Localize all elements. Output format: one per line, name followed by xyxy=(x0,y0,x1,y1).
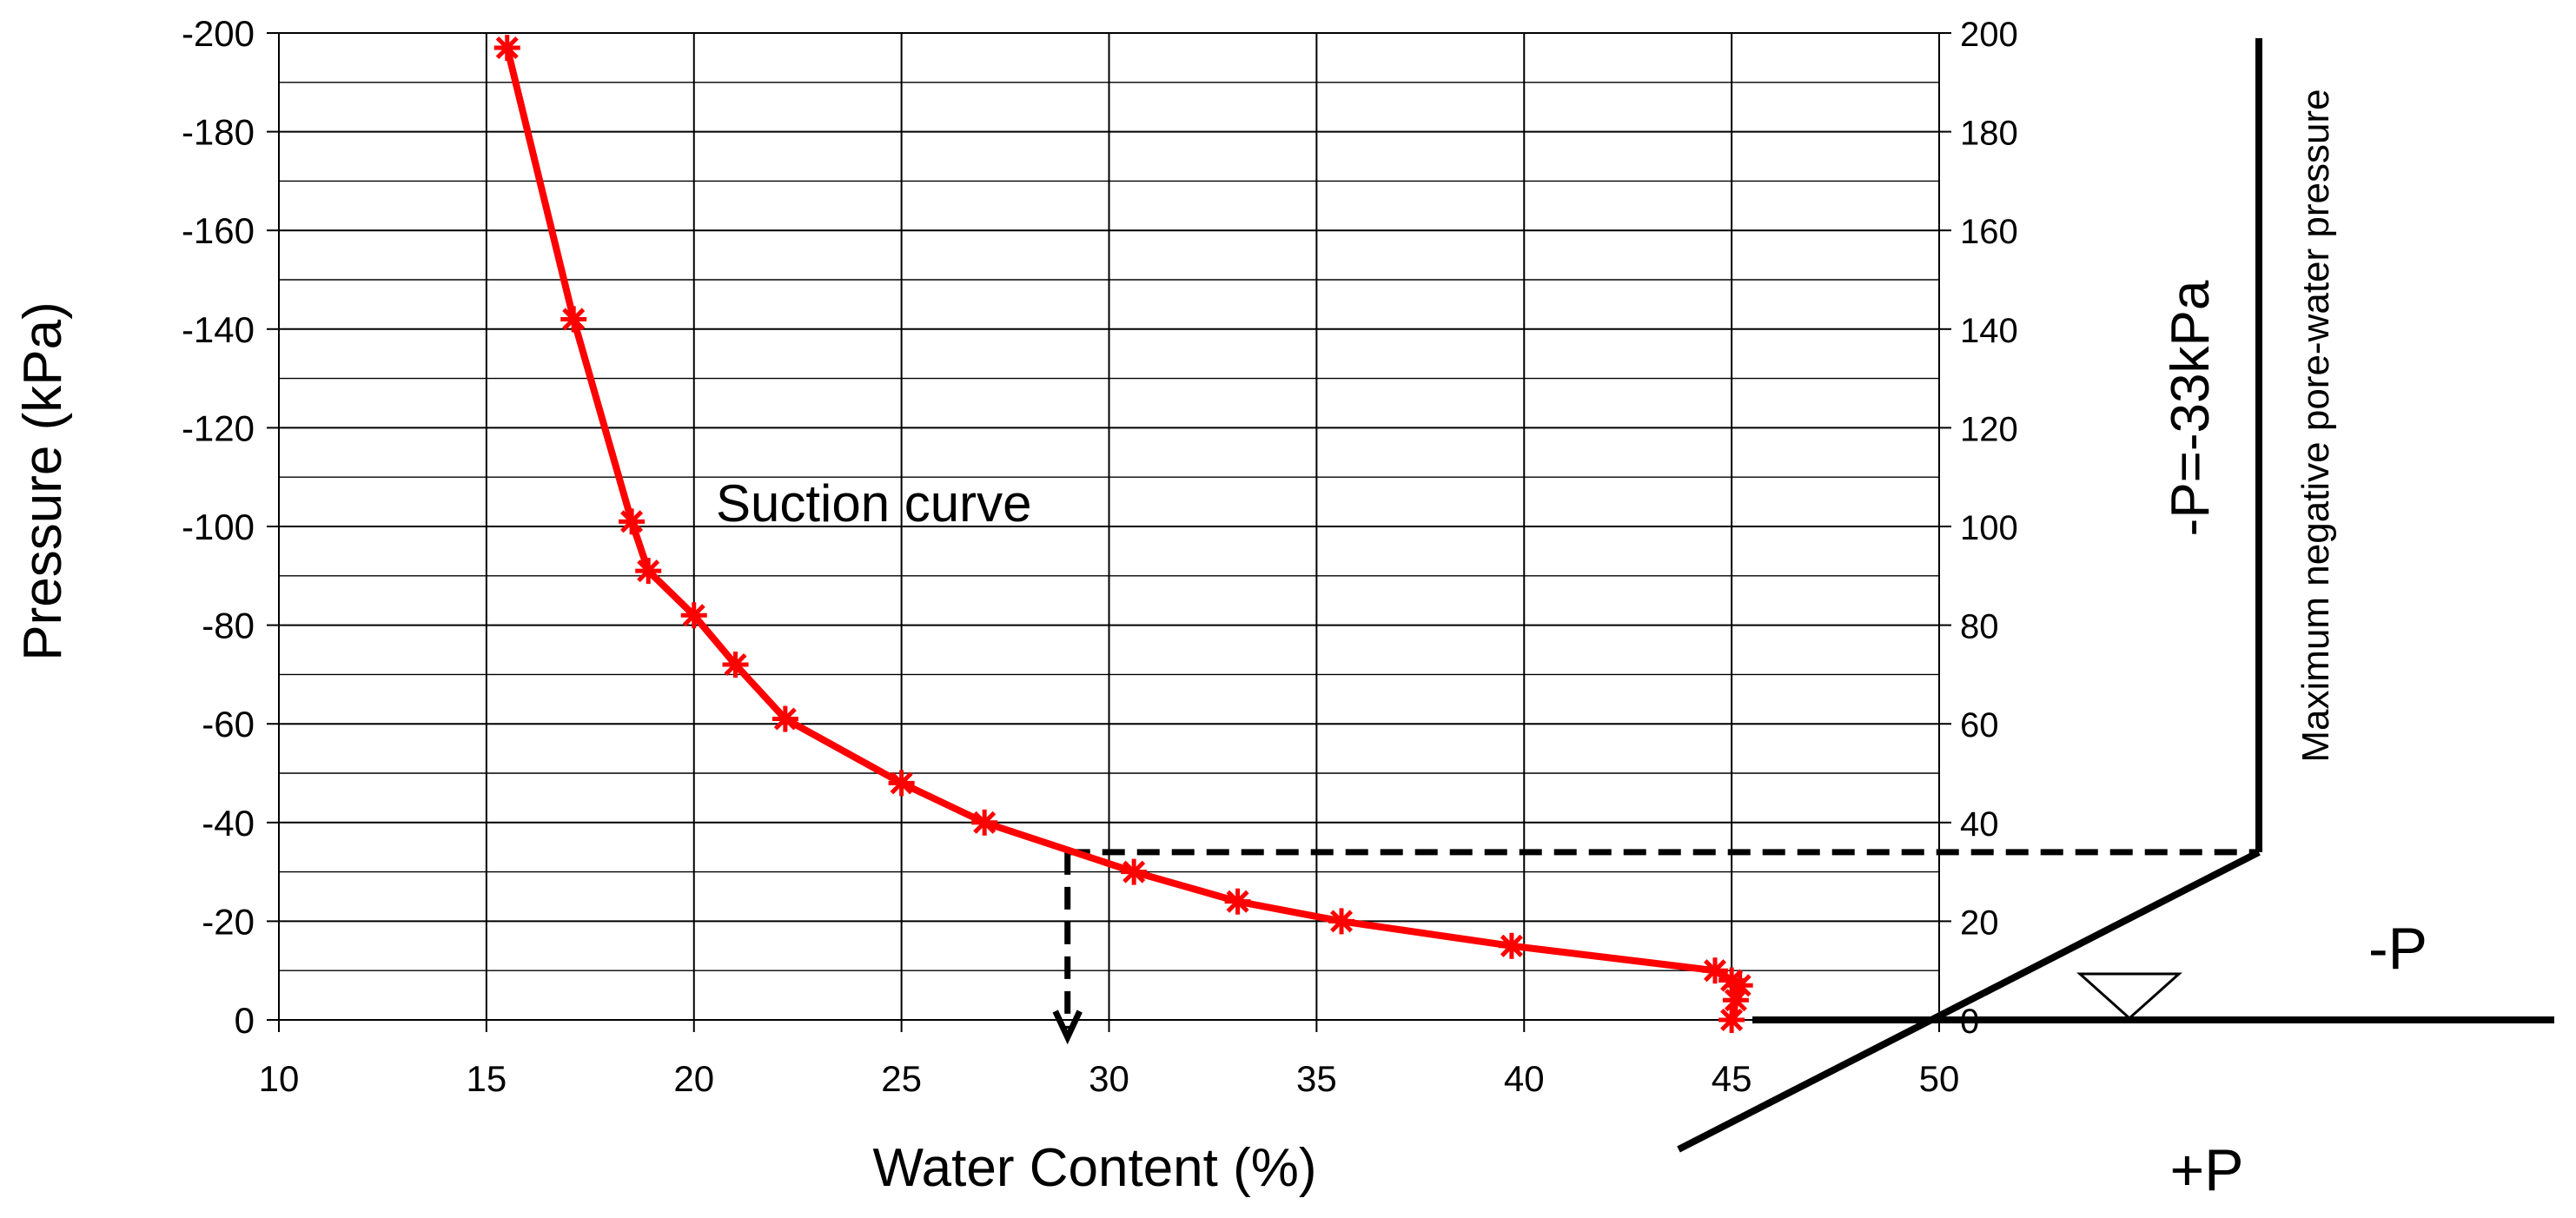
y-right-tick-label: 20 xyxy=(1960,904,1999,942)
data-point xyxy=(1121,858,1148,885)
data-point xyxy=(635,558,662,585)
positive-pressure-label: +P xyxy=(2169,1137,2243,1203)
pressure-diagram xyxy=(1052,38,2554,1153)
y-right-tick-label: 180 xyxy=(1960,115,2018,153)
water-table-symbol xyxy=(2076,972,2182,1021)
data-point xyxy=(971,809,998,836)
y-right-tick-label: 160 xyxy=(1960,213,2018,251)
y-right-tick-label: 100 xyxy=(1960,509,2018,547)
data-point xyxy=(560,306,587,333)
y-tick-label: -20 xyxy=(202,901,255,942)
data-point xyxy=(1718,1007,1745,1033)
y-right-tick-label: 120 xyxy=(1960,410,2018,448)
y-right-tick-label: 80 xyxy=(1960,608,1999,646)
y-right-tick-label: 40 xyxy=(1960,805,1999,844)
x-tick-label: 50 xyxy=(1919,1058,1960,1099)
y-tick-label: -40 xyxy=(202,803,255,844)
series-line xyxy=(503,47,1744,1021)
x-tick-label: 20 xyxy=(673,1058,714,1099)
arrow-head xyxy=(1052,1009,1083,1045)
y-axis-title: Pressure (kPa) xyxy=(13,301,73,660)
x-tick-label: 25 xyxy=(881,1058,922,1099)
x-tick-label: 30 xyxy=(1089,1058,1129,1099)
y-tick-label: -200 xyxy=(182,13,255,54)
data-point xyxy=(771,705,798,732)
data-point xyxy=(1224,888,1251,915)
tick-labels: -200-180-160-140-120-100-80-60-40-200200… xyxy=(182,13,2018,1099)
data-point xyxy=(619,508,646,535)
y-tick-label: -60 xyxy=(202,704,255,745)
x-tick-label: 10 xyxy=(259,1058,300,1099)
diagonal-line xyxy=(1677,849,2261,1153)
y-right-tick-label: 140 xyxy=(1960,312,2018,350)
y-right-tick-label: 60 xyxy=(1960,706,1999,745)
negative-pressure-label: -P xyxy=(2368,916,2427,982)
pressure-value-label: -P=-33kPa xyxy=(2161,280,2221,536)
y-tick-label: -180 xyxy=(182,112,255,153)
max-pressure-axis-label: Maximum negative pore-water pressure xyxy=(2295,89,2337,762)
grid-lines xyxy=(267,32,1951,1032)
data-point xyxy=(1498,932,1525,959)
y-tick-label: -160 xyxy=(182,210,255,251)
data-point xyxy=(722,652,749,679)
data-point xyxy=(680,602,707,629)
x-tick-label: 15 xyxy=(467,1058,507,1099)
data-point xyxy=(493,35,520,62)
x-axis-title: Water Content (%) xyxy=(872,1138,1316,1198)
y-tick-label: -80 xyxy=(202,606,255,646)
x-tick-label: 45 xyxy=(1712,1058,1752,1099)
y-tick-label: -100 xyxy=(182,506,255,547)
series-suction-curve xyxy=(493,35,1753,1033)
data-point xyxy=(1702,957,1729,984)
curve-label: Suction curve xyxy=(716,474,1032,533)
x-tick-label: 35 xyxy=(1296,1058,1337,1099)
x-tick-label: 40 xyxy=(1504,1058,1545,1099)
data-point xyxy=(1328,908,1355,935)
data-point xyxy=(888,770,915,797)
y-right-tick-label: 200 xyxy=(1960,16,2018,54)
data-point xyxy=(1722,987,1749,1014)
y-tick-label: -120 xyxy=(182,407,255,448)
y-tick-label: -140 xyxy=(182,309,255,350)
y-tick-label: 0 xyxy=(235,1000,255,1041)
